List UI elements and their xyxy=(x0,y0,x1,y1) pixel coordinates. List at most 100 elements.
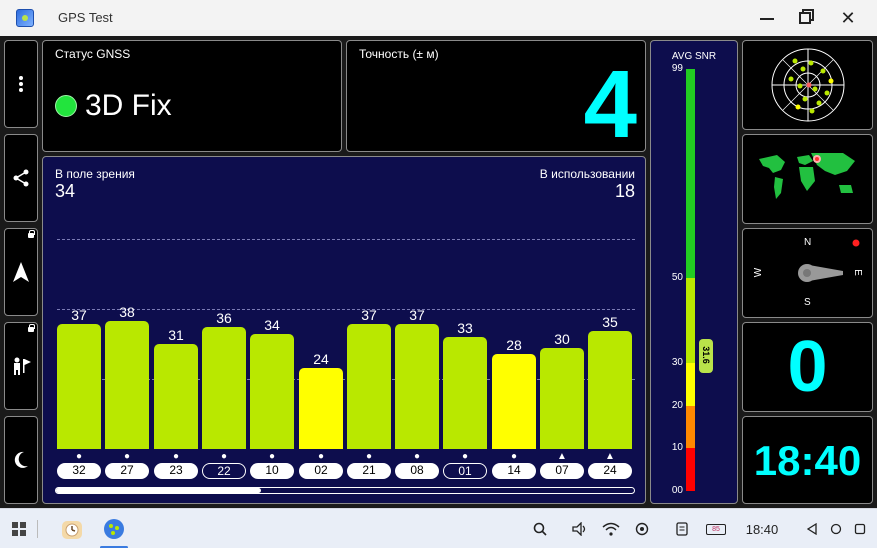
location-icon xyxy=(635,522,649,536)
bars-scrollbar[interactable] xyxy=(55,487,635,494)
signal-bar xyxy=(299,368,343,449)
notes-icon xyxy=(676,522,688,536)
start-button[interactable] xyxy=(8,509,30,548)
taskbar-location[interactable] xyxy=(632,509,652,548)
taskbar-wifi[interactable] xyxy=(600,509,622,548)
satellite-prn-label: 21 xyxy=(347,463,391,479)
night-mode-button[interactable] xyxy=(4,416,38,504)
sky-plot-panel[interactable] xyxy=(742,40,873,130)
compass-panel[interactable]: N E S W xyxy=(742,228,873,318)
satellite-prn-label: 27 xyxy=(105,463,149,479)
taskbar-clock-app[interactable] xyxy=(58,509,86,548)
snr-scale-segment xyxy=(686,69,695,278)
signal-bar xyxy=(202,327,246,449)
snr-tick-label: 20 xyxy=(671,399,683,411)
accuracy-value: 4 xyxy=(583,51,637,158)
signal-bar xyxy=(540,348,584,449)
signal-bar-value: 37 xyxy=(409,307,425,323)
grid-line xyxy=(57,239,635,240)
snr-tick-label: 10 xyxy=(671,442,683,454)
bars-scrollbar-thumb[interactable] xyxy=(56,488,261,493)
signal-bar-value: 37 xyxy=(361,307,377,323)
signal-bar-value: 24 xyxy=(313,351,329,367)
taskbar-notes[interactable] xyxy=(672,509,692,548)
dot-marker-icon: ● xyxy=(510,451,518,462)
compass-south: S xyxy=(804,297,811,308)
taskbar-time[interactable]: 18:40 xyxy=(745,521,779,537)
signal-bar-value: 30 xyxy=(554,331,570,347)
in-use-label: В использовании xyxy=(539,167,635,181)
wifi-icon xyxy=(602,522,620,536)
satellite-prn-label: 01 xyxy=(443,463,487,479)
share-button[interactable] xyxy=(4,134,38,222)
fix-status-dot xyxy=(55,95,77,117)
battery-level: 85 xyxy=(712,525,720,533)
satellite-prn-label: 23 xyxy=(154,463,198,479)
taskbar-volume[interactable] xyxy=(570,509,590,548)
search-icon xyxy=(533,522,547,536)
signal-bars-panel[interactable]: В поле зрения 34 В использовании 18 37 ● 3… xyxy=(42,156,646,504)
signal-bar-value: 37 xyxy=(71,307,87,323)
avg-snr-panel[interactable]: AVG SNR 99 50 30 20 10 00 31.6 xyxy=(650,40,738,504)
battery-icon: 85 xyxy=(706,523,726,535)
taskbar-battery[interactable]: 85 xyxy=(704,509,728,548)
satellite-prn-label: 22 xyxy=(202,463,246,479)
snr-scale-segment xyxy=(686,405,695,449)
avg-snr-label: AVG SNR xyxy=(671,51,717,62)
in-view-count: 34 xyxy=(55,181,76,201)
close-button[interactable]: ✕ xyxy=(840,8,856,28)
grid-line xyxy=(57,309,635,310)
snr-scale-segment xyxy=(686,448,695,491)
snr-tick-label: 30 xyxy=(671,357,683,369)
nav-back-button[interactable] xyxy=(804,509,820,548)
clock-panel[interactable]: 18:40 xyxy=(742,416,873,504)
signal-bar xyxy=(105,321,149,449)
taskbar-search[interactable] xyxy=(530,509,550,548)
gps-test-app-icon xyxy=(16,9,34,27)
snr-value-pointer: 31.6 xyxy=(699,339,713,374)
signal-bar xyxy=(492,354,536,449)
navigation-button[interactable] xyxy=(4,228,38,316)
compass-north: N xyxy=(804,237,812,248)
signal-bar-value: 36 xyxy=(216,310,232,326)
accuracy-panel[interactable]: Точность (± м) 4 xyxy=(346,40,646,158)
gnss-status-panel[interactable]: Статус GNSS 3D Fix xyxy=(42,40,342,152)
dot-marker-icon: ● xyxy=(461,451,469,462)
recents-square-icon xyxy=(854,523,866,535)
volume-icon xyxy=(572,522,586,536)
signal-bar-value: 38 xyxy=(119,304,135,320)
world-map-panel[interactable] xyxy=(742,134,873,224)
start-grid-icon xyxy=(12,522,26,536)
navigation-arrow-icon xyxy=(13,262,29,282)
taskbar-gps-test-app[interactable] xyxy=(100,509,128,548)
more-vertical-icon xyxy=(19,76,23,92)
snr-scale-segment xyxy=(686,277,695,364)
nav-home-button[interactable] xyxy=(828,509,844,548)
snr-scale-segment xyxy=(686,363,695,406)
tools-button[interactable] xyxy=(4,322,38,410)
snr-tick-label: 99 xyxy=(671,63,683,74)
active-app-indicator xyxy=(100,546,128,548)
sky-plot-icon xyxy=(771,48,845,122)
signal-bar xyxy=(250,334,294,449)
dot-marker-icon: ● xyxy=(413,451,421,462)
minimize-button[interactable] xyxy=(746,4,786,32)
signal-bar xyxy=(57,324,101,449)
fix-status-value: 3D Fix xyxy=(85,89,172,122)
dot-marker-icon: ● xyxy=(172,451,180,462)
satellites-used-panel[interactable]: 0 xyxy=(742,322,873,412)
share-icon xyxy=(13,169,29,187)
maximize-button[interactable] xyxy=(786,4,826,32)
lock-icon xyxy=(28,324,35,332)
menu-button[interactable] xyxy=(4,40,38,128)
nav-recents-button[interactable] xyxy=(852,509,868,548)
snr-tick-label: 50 xyxy=(671,271,683,283)
signal-bar-value: 34 xyxy=(264,317,280,333)
app-area: Статус GNSS 3D Fix Точность (± м) 4 В по… xyxy=(0,36,877,508)
satellite-prn-label: 24 xyxy=(588,463,632,479)
signal-bar-value: 31 xyxy=(168,327,184,343)
world-map-icon xyxy=(755,152,863,206)
snr-value: 31.6 xyxy=(701,346,711,365)
dot-marker-icon: ● xyxy=(75,451,83,462)
signal-bar-value: 35 xyxy=(602,314,618,330)
